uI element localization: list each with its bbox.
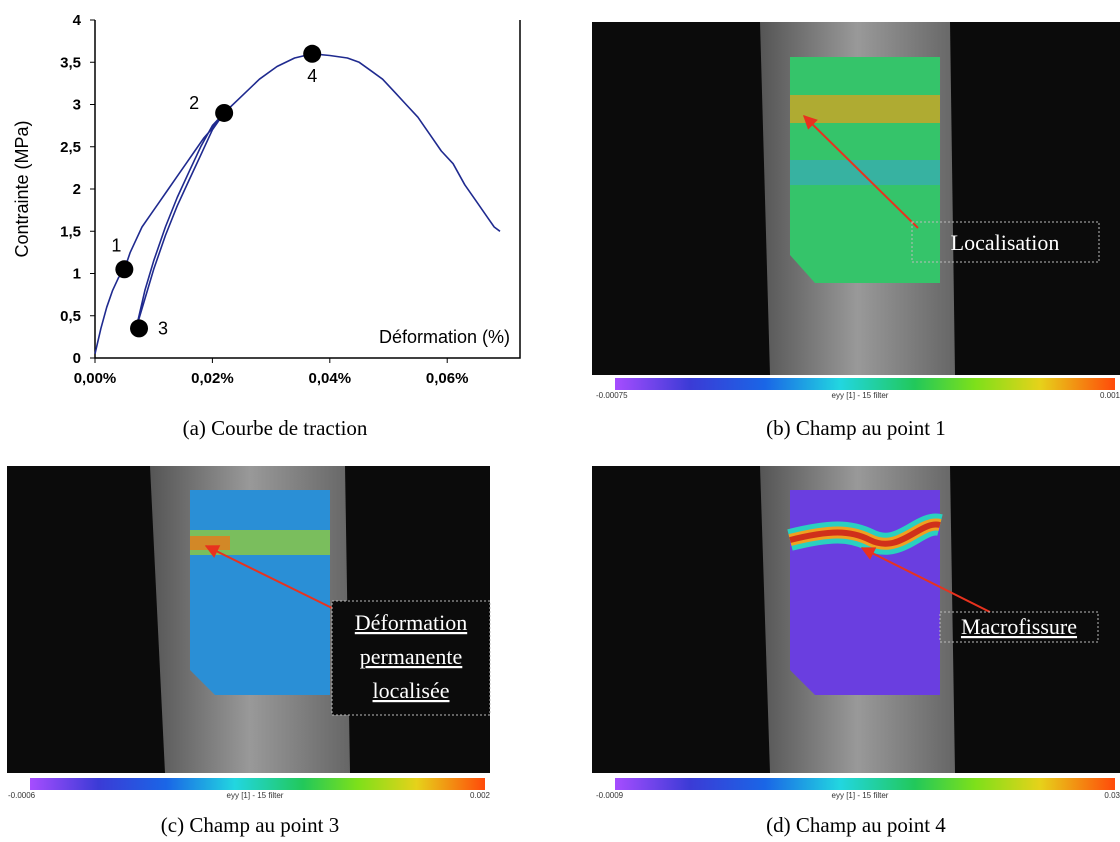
y-tick-label: 1 bbox=[73, 266, 81, 283]
panel-c: Déformation permanente localisée -0.0006… bbox=[7, 466, 491, 837]
chart: 0 0,5 1 1,5 2 2,5 3 3,5 4 0,00% 0,02% 0,04% 0,06% Con… bbox=[12, 12, 521, 440]
x-tick-label: 0,06% bbox=[426, 370, 469, 387]
y-tick-label: 2,5 bbox=[60, 139, 81, 156]
y-tick-label: 1,5 bbox=[60, 223, 81, 240]
colorbar-min: -0.0009 bbox=[596, 791, 624, 800]
annotation: Localisation bbox=[951, 230, 1060, 255]
caption: (a) Courbe de traction bbox=[183, 416, 368, 440]
annotation-box bbox=[911, 221, 1100, 263]
panel-d: Macrofissure -0.0009 eyy [1] - 15 filter… bbox=[592, 466, 1120, 837]
annotation: Déformation bbox=[355, 610, 467, 635]
colorbar-title: eyy [1] - 15 filter bbox=[227, 791, 284, 800]
colorbar-min: -0.0006 bbox=[8, 791, 36, 800]
x-tick-label: 0,02% bbox=[191, 370, 234, 387]
y-tick-label: 4 bbox=[73, 12, 82, 29]
annotation: Macrofissure bbox=[961, 614, 1077, 639]
strain-band bbox=[790, 95, 940, 123]
caption: (c) Champ au point 3 bbox=[161, 813, 339, 837]
y-tick-label: 3 bbox=[73, 97, 81, 114]
point bbox=[215, 103, 234, 122]
point-label: 1 bbox=[111, 235, 121, 255]
strain-field bbox=[190, 490, 330, 695]
x-tick-label: 0,04% bbox=[309, 370, 352, 387]
point bbox=[130, 319, 149, 338]
x-tick-label: 0,00% bbox=[74, 370, 117, 387]
colorbar-max: 0.03 bbox=[1104, 791, 1120, 800]
arrow bbox=[860, 547, 991, 613]
colorbar bbox=[615, 378, 1115, 390]
point bbox=[115, 260, 134, 279]
annotation-box bbox=[939, 611, 1099, 643]
y-tick-label: 0,5 bbox=[60, 308, 81, 325]
caption: (b) Champ au point 1 bbox=[766, 416, 946, 440]
annotation: permanente bbox=[360, 644, 463, 669]
annotation: localisée bbox=[373, 678, 450, 703]
strain-band bbox=[789, 521, 941, 547]
y-tick-label: 3,5 bbox=[60, 54, 81, 71]
annotation-box bbox=[331, 600, 491, 716]
point-label: 4 bbox=[307, 66, 317, 86]
point-label: 2 bbox=[189, 93, 199, 113]
colorbar bbox=[30, 778, 485, 790]
y-tick-label: 2 bbox=[73, 181, 81, 198]
colorbar-min: -0.00075 bbox=[596, 391, 628, 400]
colorbar-max: 0.001 bbox=[1100, 391, 1120, 400]
point bbox=[303, 44, 322, 63]
strain-field bbox=[790, 160, 940, 185]
curve bbox=[94, 53, 501, 354]
colorbar-title: eyy [1] - 15 filter bbox=[832, 391, 889, 400]
colorbar-max: 0.002 bbox=[470, 791, 491, 800]
arrow bbox=[204, 545, 333, 609]
x-axis-label: Déformation (%) bbox=[379, 327, 510, 347]
y-tick-label: 0 bbox=[73, 350, 81, 367]
arrow bbox=[803, 115, 919, 229]
panel-b: Localisation -0.00075 eyy [1] - 15 filte… bbox=[592, 22, 1120, 440]
y-axis-label: Contrainte (MPa) bbox=[12, 120, 32, 257]
colorbar-title: eyy [1] - 15 filter bbox=[832, 791, 889, 800]
colorbar bbox=[615, 778, 1115, 790]
caption: (d) Champ au point 4 bbox=[766, 813, 946, 837]
point-label: 3 bbox=[158, 318, 168, 338]
